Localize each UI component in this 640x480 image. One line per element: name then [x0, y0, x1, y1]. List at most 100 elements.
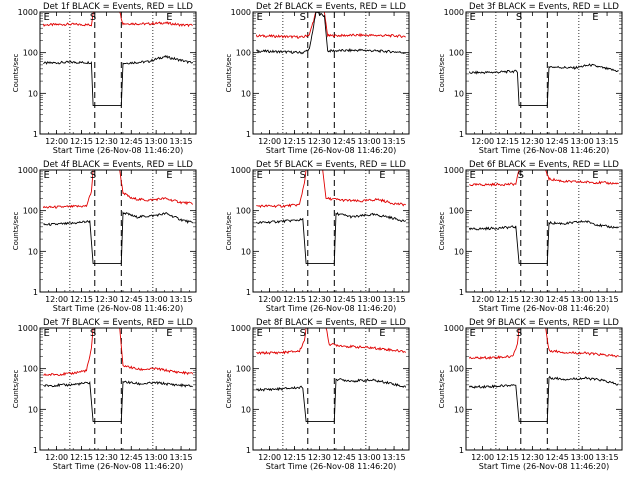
- panel-title: Det 7f BLACK = Events, RED = LLD: [43, 318, 193, 328]
- y-axis-label: Counts/sec: [225, 54, 233, 93]
- x-tick-label: 13:15: [596, 137, 619, 146]
- event-marker-label: E: [256, 170, 262, 181]
- event-marker-label: E: [469, 170, 475, 181]
- x-tick-label: 12:30: [521, 137, 544, 146]
- x-tick-label: 13:15: [383, 295, 406, 304]
- x-tick-label: 12:00: [45, 453, 68, 462]
- event-marker-label: S: [90, 328, 96, 339]
- x-tick-label: 12:30: [95, 453, 118, 462]
- x-axis-label: Start Time (26-Nov-08 11:46:20): [266, 462, 396, 471]
- panel-title: Det 8f BLACK = Events, RED = LLD: [256, 318, 406, 328]
- y-tick-label: 10: [454, 405, 464, 414]
- plot-frame: [252, 169, 410, 293]
- x-tick-label: 12:15: [283, 137, 306, 146]
- x-tick-label: 12:30: [95, 137, 118, 146]
- x-tick-label: 12:30: [95, 295, 118, 304]
- x-tick-label: 12:45: [333, 295, 356, 304]
- y-tick-label: 100: [23, 365, 38, 374]
- event-marker-label: E: [592, 170, 598, 181]
- y-tick-label: 1: [33, 288, 38, 297]
- event-marker-label: S: [300, 170, 306, 181]
- x-tick-label: 13:15: [170, 295, 193, 304]
- plot-frame: [465, 327, 623, 451]
- y-tick-label: 100: [236, 49, 251, 58]
- lld-series-line: [256, 328, 407, 356]
- x-tick-label: 13:15: [170, 137, 193, 146]
- x-tick-label: 13:00: [571, 137, 594, 146]
- y-axis-label: Counts/sec: [12, 54, 20, 93]
- x-tick-label: 12:00: [258, 137, 281, 146]
- x-tick-label: 12:15: [496, 295, 519, 304]
- x-tick-label: 12:45: [333, 137, 356, 146]
- x-tick-label: 12:15: [283, 453, 306, 462]
- event-marker-label: S: [516, 328, 522, 339]
- plot-frame: [39, 11, 197, 135]
- event-marker-label: E: [469, 12, 475, 23]
- event-marker-label: S: [300, 12, 306, 23]
- event-marker-label: E: [256, 328, 262, 339]
- x-tick-label: 12:30: [521, 453, 544, 462]
- y-tick-label: 1000: [231, 166, 251, 175]
- panel-3: Det 3f BLACK = Events, RED = LLD 12:00 12:…: [438, 2, 623, 155]
- x-tick-label: 12:30: [308, 453, 331, 462]
- y-tick-label: 10: [454, 247, 464, 256]
- y-tick-label: 1000: [18, 166, 38, 175]
- y-tick-label: 10: [454, 89, 464, 98]
- events-series-line: [256, 12, 406, 55]
- x-axis-label: Start Time (26-Nov-08 11:46:20): [266, 304, 396, 313]
- events-series-line: [468, 219, 619, 265]
- y-tick-label: 10: [28, 89, 38, 98]
- x-tick-label: 13:00: [358, 453, 381, 462]
- y-axis-label: Counts/sec: [12, 212, 20, 251]
- y-axis-label: Counts/sec: [12, 370, 20, 409]
- y-tick-label: 100: [23, 207, 38, 216]
- y-tick-label: 1000: [231, 8, 251, 17]
- y-axis-label: Counts/sec: [438, 370, 446, 409]
- x-tick-label: 13:00: [358, 137, 381, 146]
- x-tick-label: 13:00: [358, 295, 381, 304]
- x-axis-label: Start Time (26-Nov-08 11:46:20): [53, 304, 183, 313]
- plot-frame: [252, 11, 410, 135]
- y-tick-label: 1: [33, 130, 38, 139]
- event-marker-label: E: [166, 12, 172, 23]
- y-tick-label: 100: [23, 49, 38, 58]
- panel-title: Det 3f BLACK = Events, RED = LLD: [469, 2, 619, 12]
- x-axis-label: Start Time (26-Nov-08 11:46:20): [53, 146, 183, 155]
- x-axis-label: Start Time (26-Nov-08 11:46:20): [53, 462, 183, 471]
- y-tick-label: 1000: [444, 8, 464, 17]
- x-tick-label: 12:00: [258, 295, 281, 304]
- x-tick-label: 13:00: [145, 137, 168, 146]
- y-tick-label: 10: [241, 89, 251, 98]
- x-tick-label: 12:00: [471, 137, 494, 146]
- events-series-line: [468, 375, 619, 423]
- y-tick-label: 10: [28, 405, 38, 414]
- event-marker-label: S: [90, 170, 96, 181]
- x-tick-label: 12:30: [521, 295, 544, 304]
- events-series-line: [43, 211, 194, 265]
- y-tick-label: 1000: [231, 324, 251, 333]
- y-tick-label: 100: [449, 365, 464, 374]
- x-tick-label: 12:45: [120, 453, 143, 462]
- lld-series-line: [42, 12, 193, 28]
- x-tick-label: 12:30: [308, 137, 331, 146]
- y-tick-label: 1: [459, 288, 464, 297]
- event-marker-label: E: [469, 328, 475, 339]
- plot-frame: [252, 327, 410, 451]
- x-tick-label: 12:00: [258, 453, 281, 462]
- plot-frame: [465, 11, 623, 135]
- y-axis-label: Counts/sec: [225, 370, 233, 409]
- event-marker-label: E: [592, 328, 598, 339]
- x-tick-label: 12:30: [308, 295, 331, 304]
- panel-title: Det 6f BLACK = Events, RED = LLD: [469, 160, 619, 170]
- event-marker-label: S: [516, 12, 522, 23]
- event-marker-label: S: [518, 170, 524, 181]
- event-marker-label: S: [300, 328, 306, 339]
- events-series-line: [255, 211, 407, 265]
- x-axis-label: Start Time (26-Nov-08 11:46:20): [266, 146, 396, 155]
- x-tick-label: 13:15: [383, 453, 406, 462]
- x-tick-label: 13:15: [170, 453, 193, 462]
